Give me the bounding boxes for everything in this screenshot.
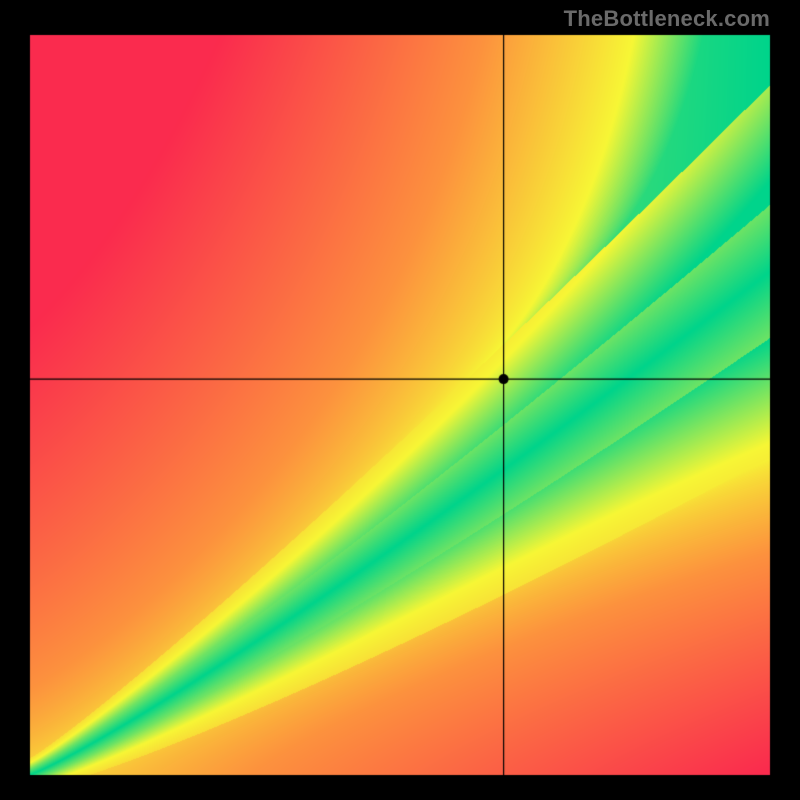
watermark-text: TheBottleneck.com [564,6,770,32]
heatmap-canvas [0,0,800,800]
chart-container: TheBottleneck.com [0,0,800,800]
